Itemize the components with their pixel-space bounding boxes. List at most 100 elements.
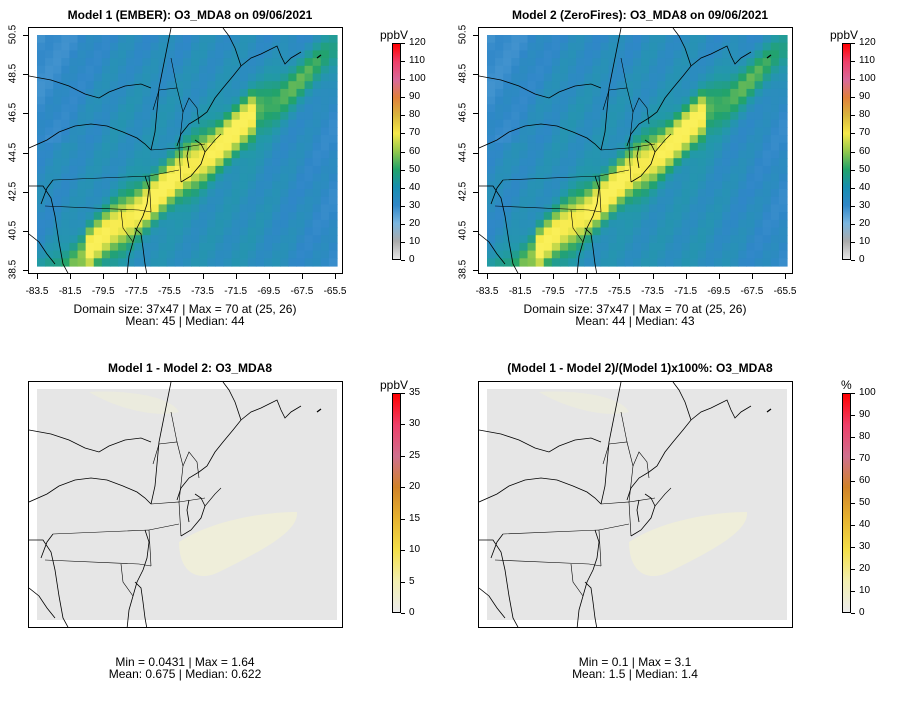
x-tick-mark [685,274,687,279]
panel-title: Model 1 - Model 2: O3_MDA8 [107,361,273,375]
y-tick-label: 38.5 [457,259,469,280]
x-tick-mark [136,274,138,279]
colorbar-label: 35 [409,387,421,398]
colorbar-tick [401,487,405,489]
x-tick-mark [652,274,654,279]
y-tick-label: 46.5 [7,103,19,123]
colorbar-label: 10 [859,235,871,247]
y-tick-mark [23,113,28,115]
colorbar-label: 30 [859,199,871,211]
colorbar-tick [401,43,405,44]
y-tick-label: 50.5 [7,24,19,45]
colorbar-tick [851,79,855,81]
colorbar-label: 90 [859,409,871,420]
stats-line-2: Mean: 1.5 | Median: 1.4 [572,667,698,681]
colorbar-label: 20 [409,217,421,229]
colorbar-label: 40 [859,519,871,530]
colorbar-label: 10 [409,544,421,556]
colorbar-label: 100 [859,73,876,85]
panel-model2: Model 2 (ZeroFires): O3_MDA8 on 09/06/20… [450,0,900,353]
colorbar-unit: ppbV [830,28,859,42]
colorbar-tick [851,415,855,416]
colorbar-tick [401,518,405,520]
x-tick-label: -79.5 [541,286,565,297]
colorbar-label: 60 [409,145,421,157]
colorbar-tick [401,455,405,457]
colorbar-tick [851,613,855,614]
panel-model1: Model 1 (EMBER): O3_MDA8 on 09/06/2021 5… [0,0,450,353]
colorbar-gradient [392,43,401,260]
x-tick-label: -83.5 [475,286,499,297]
colorbar-tick [851,205,855,207]
x-tick-mark [751,274,753,279]
y-tick-mark [473,270,478,271]
y-tick-label: 48.5 [7,63,19,84]
ozone-map [479,28,792,273]
x-tick-label: -75.5 [158,286,181,297]
x-tick-label: -81.5 [508,286,532,297]
colorbar-tick [851,43,855,44]
colorbar-label: 110 [409,55,425,67]
colorbar-label: 90 [409,91,421,103]
colorbar-tick [401,187,405,189]
x-tick-mark [103,274,105,279]
colorbar-label: 80 [859,431,871,442]
colorbar-label: 40 [409,181,421,193]
colorbar-tick [851,260,855,261]
colorbar-label: 10 [859,585,871,596]
x-tick-mark [37,274,38,279]
x-tick-label: -77.5 [574,286,598,297]
colorbar-tick [401,424,405,426]
colorbar-tick [851,151,855,153]
y-tick-mark [23,152,28,154]
stats-line-1: Domain size: 37x47 | Max = 70 at (25, 26… [73,302,297,316]
x-tick-mark [70,274,72,279]
y-tick-mark [473,113,478,115]
x-tick-mark [301,274,303,279]
y-tick-mark [473,230,478,232]
colorbar-label: 70 [409,127,421,139]
colorbar-tick [401,151,405,153]
map-frame [478,27,793,274]
colorbar-tick [401,223,405,225]
colorbar-tick [401,97,405,99]
y-tick-label: 40.5 [7,220,19,241]
x-tick-label: -71.5 [224,286,248,297]
colorbar-label: 50 [859,163,871,175]
colorbar-label: 5 [409,575,415,587]
y-tick-label: 40.5 [457,220,469,241]
y-tick-label: 44.5 [7,142,19,162]
x-tick-mark [202,274,204,279]
x-tick-label: -79.5 [91,286,115,297]
colorbar-tick [401,581,405,583]
colorbar-label: 30 [409,418,421,430]
x-tick-label: -71.5 [674,286,698,297]
colorbar-label: 60 [859,145,871,157]
y-tick-label: 44.5 [457,142,469,162]
y-tick-mark [23,191,28,193]
ozone-map [29,28,342,273]
y-tick-label: 42.5 [7,181,19,201]
x-tick-label: -69.5 [707,286,731,297]
x-tick-mark [335,274,336,279]
y-tick-mark [473,152,478,154]
x-tick-label: -75.5 [608,286,631,297]
colorbar-label: 0 [859,254,865,265]
colorbar-label: 50 [859,497,871,508]
colorbar-tick [851,525,855,526]
x-tick-mark [268,274,270,279]
stats-line-2: Mean: 0.675 | Median: 0.622 [108,667,262,681]
stats-line-2: Mean: 45 | Median: 44 [125,314,245,328]
percent-difference-map [479,382,792,627]
colorbar-label: 80 [409,109,421,121]
colorbar-tick [851,459,855,460]
stats-line-1: Min = 0.0431 | Max = 1.64 [115,655,255,669]
colorbar-tick [851,569,855,570]
x-tick-mark [586,274,588,279]
colorbar-tick [851,437,855,438]
x-tick-label: -77.5 [124,286,148,297]
x-tick-mark [553,274,555,279]
colorbar-label: 30 [859,541,871,552]
colorbar-tick [851,223,855,225]
colorbar-tick [401,61,405,63]
